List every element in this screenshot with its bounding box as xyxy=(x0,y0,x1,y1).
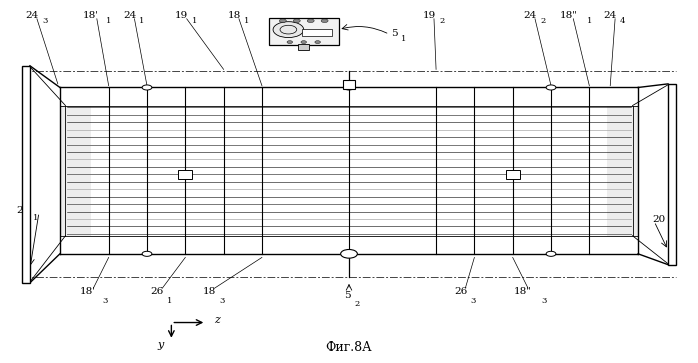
Text: 18': 18' xyxy=(80,287,96,296)
Text: 1: 1 xyxy=(586,17,592,25)
Bar xyxy=(302,29,332,36)
Text: 24: 24 xyxy=(524,11,537,20)
Text: 5: 5 xyxy=(343,291,350,300)
Text: 1: 1 xyxy=(140,17,144,25)
Circle shape xyxy=(293,19,300,23)
Circle shape xyxy=(321,19,328,23)
Text: z: z xyxy=(214,315,221,325)
Polygon shape xyxy=(22,66,30,283)
Circle shape xyxy=(279,19,286,23)
Text: 2: 2 xyxy=(355,301,360,309)
Text: 18': 18' xyxy=(83,11,99,20)
Text: 18: 18 xyxy=(203,287,216,296)
Circle shape xyxy=(341,249,357,258)
Circle shape xyxy=(315,41,320,44)
Text: 2: 2 xyxy=(540,17,545,25)
Circle shape xyxy=(273,22,304,38)
Text: 3: 3 xyxy=(470,297,475,305)
Text: 1: 1 xyxy=(168,297,172,305)
Text: 26: 26 xyxy=(454,287,467,296)
Text: 24: 24 xyxy=(25,11,38,20)
Text: 2: 2 xyxy=(439,17,444,25)
Circle shape xyxy=(287,41,292,44)
Bar xyxy=(298,44,309,50)
Text: 2: 2 xyxy=(669,223,674,231)
Text: 18": 18" xyxy=(514,287,532,296)
Text: 24: 24 xyxy=(123,11,136,20)
Text: 3: 3 xyxy=(42,17,47,25)
Circle shape xyxy=(344,85,354,90)
Text: 19: 19 xyxy=(175,11,188,20)
Circle shape xyxy=(546,251,556,256)
Text: 3: 3 xyxy=(542,297,547,305)
Text: 19: 19 xyxy=(422,11,436,20)
Text: 1: 1 xyxy=(192,17,197,25)
Text: 3: 3 xyxy=(220,297,225,305)
Text: 1: 1 xyxy=(33,214,38,222)
Polygon shape xyxy=(668,84,676,265)
Circle shape xyxy=(344,251,354,256)
Bar xyxy=(506,170,520,179)
Text: 1: 1 xyxy=(401,34,406,43)
Text: 3: 3 xyxy=(103,297,108,305)
Text: 1: 1 xyxy=(106,17,112,25)
Circle shape xyxy=(301,41,306,44)
Bar xyxy=(343,80,355,89)
Bar xyxy=(178,170,192,179)
Text: 1: 1 xyxy=(244,17,249,25)
Circle shape xyxy=(546,85,556,90)
Circle shape xyxy=(142,85,152,90)
Text: y: y xyxy=(157,340,163,350)
Text: 5: 5 xyxy=(391,29,398,38)
Text: Фиг.8А: Фиг.8А xyxy=(326,341,372,354)
Text: 18": 18" xyxy=(559,11,577,20)
FancyBboxPatch shape xyxy=(269,18,339,45)
Text: 26: 26 xyxy=(151,287,164,296)
Text: 20: 20 xyxy=(16,206,29,215)
Circle shape xyxy=(142,251,152,256)
Text: 18: 18 xyxy=(228,11,241,20)
Text: 4: 4 xyxy=(620,17,625,25)
Polygon shape xyxy=(607,106,638,236)
Polygon shape xyxy=(60,106,91,236)
Text: 20: 20 xyxy=(653,215,666,224)
Text: 24: 24 xyxy=(604,11,617,20)
Circle shape xyxy=(307,19,314,23)
